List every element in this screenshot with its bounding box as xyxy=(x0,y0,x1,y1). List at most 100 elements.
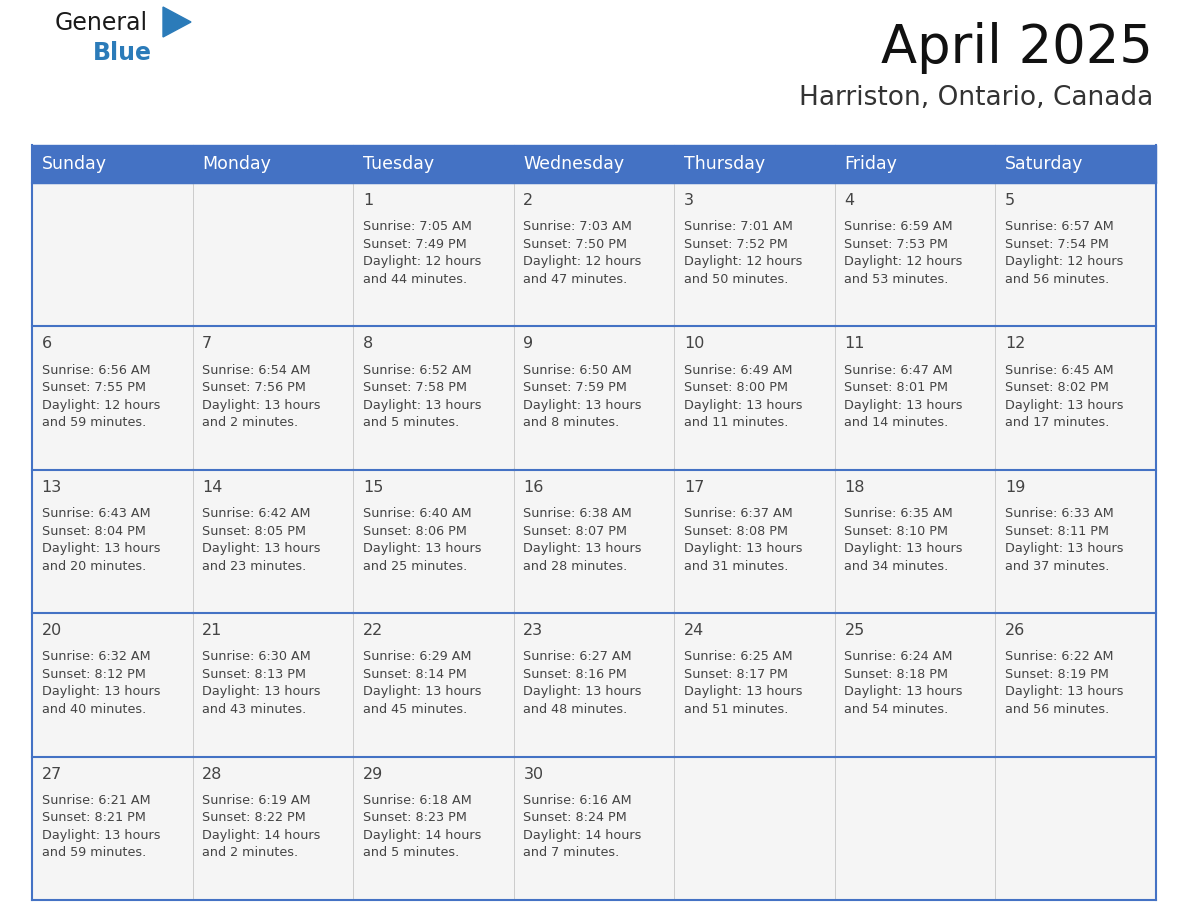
Bar xyxy=(513,183,675,327)
Text: Sunrise: 6:52 AM
Sunset: 7:58 PM
Daylight: 13 hours
and 5 minutes.: Sunrise: 6:52 AM Sunset: 7:58 PM Dayligh… xyxy=(362,364,481,430)
Bar xyxy=(513,756,675,900)
Text: 10: 10 xyxy=(684,336,704,352)
Text: 27: 27 xyxy=(42,767,62,781)
Text: Sunrise: 6:30 AM
Sunset: 8:13 PM
Daylight: 13 hours
and 43 minutes.: Sunrise: 6:30 AM Sunset: 8:13 PM Dayligh… xyxy=(202,651,321,716)
Text: 17: 17 xyxy=(684,480,704,495)
Bar xyxy=(996,756,1156,900)
Bar xyxy=(353,470,513,613)
Text: Sunrise: 6:57 AM
Sunset: 7:54 PM
Daylight: 12 hours
and 56 minutes.: Sunrise: 6:57 AM Sunset: 7:54 PM Dayligh… xyxy=(1005,220,1124,285)
Bar xyxy=(835,327,996,470)
Text: Sunrise: 6:47 AM
Sunset: 8:01 PM
Daylight: 13 hours
and 14 minutes.: Sunrise: 6:47 AM Sunset: 8:01 PM Dayligh… xyxy=(845,364,963,430)
Bar xyxy=(32,613,192,756)
Text: 16: 16 xyxy=(524,480,544,495)
Bar xyxy=(353,145,513,183)
Text: 1: 1 xyxy=(362,193,373,208)
Text: Sunrise: 6:56 AM
Sunset: 7:55 PM
Daylight: 12 hours
and 59 minutes.: Sunrise: 6:56 AM Sunset: 7:55 PM Dayligh… xyxy=(42,364,160,430)
Bar xyxy=(32,145,192,183)
Text: Sunrise: 7:03 AM
Sunset: 7:50 PM
Daylight: 12 hours
and 47 minutes.: Sunrise: 7:03 AM Sunset: 7:50 PM Dayligh… xyxy=(524,220,642,285)
Bar xyxy=(192,145,353,183)
Bar xyxy=(192,327,353,470)
Text: Monday: Monday xyxy=(202,155,271,173)
Text: Sunrise: 6:18 AM
Sunset: 8:23 PM
Daylight: 14 hours
and 5 minutes.: Sunrise: 6:18 AM Sunset: 8:23 PM Dayligh… xyxy=(362,794,481,859)
Bar xyxy=(32,470,192,613)
Polygon shape xyxy=(163,7,191,37)
Bar xyxy=(32,327,192,470)
Text: 4: 4 xyxy=(845,193,854,208)
Bar xyxy=(835,756,996,900)
Text: 26: 26 xyxy=(1005,623,1025,638)
Text: Sunrise: 6:16 AM
Sunset: 8:24 PM
Daylight: 14 hours
and 7 minutes.: Sunrise: 6:16 AM Sunset: 8:24 PM Dayligh… xyxy=(524,794,642,859)
Bar xyxy=(513,327,675,470)
Text: Thursday: Thursday xyxy=(684,155,765,173)
Text: 15: 15 xyxy=(362,480,384,495)
Text: 21: 21 xyxy=(202,623,222,638)
Bar xyxy=(996,470,1156,613)
Bar xyxy=(353,613,513,756)
Text: 12: 12 xyxy=(1005,336,1025,352)
Text: 2: 2 xyxy=(524,193,533,208)
Text: Harriston, Ontario, Canada: Harriston, Ontario, Canada xyxy=(798,85,1154,111)
Text: 23: 23 xyxy=(524,623,543,638)
Text: Sunrise: 6:43 AM
Sunset: 8:04 PM
Daylight: 13 hours
and 20 minutes.: Sunrise: 6:43 AM Sunset: 8:04 PM Dayligh… xyxy=(42,507,160,573)
Text: 8: 8 xyxy=(362,336,373,352)
Bar xyxy=(835,183,996,327)
Text: Sunrise: 7:05 AM
Sunset: 7:49 PM
Daylight: 12 hours
and 44 minutes.: Sunrise: 7:05 AM Sunset: 7:49 PM Dayligh… xyxy=(362,220,481,285)
Text: Sunrise: 6:25 AM
Sunset: 8:17 PM
Daylight: 13 hours
and 51 minutes.: Sunrise: 6:25 AM Sunset: 8:17 PM Dayligh… xyxy=(684,651,802,716)
Text: Sunrise: 6:24 AM
Sunset: 8:18 PM
Daylight: 13 hours
and 54 minutes.: Sunrise: 6:24 AM Sunset: 8:18 PM Dayligh… xyxy=(845,651,963,716)
Text: Blue: Blue xyxy=(93,41,152,65)
Text: Sunday: Sunday xyxy=(42,155,107,173)
Bar xyxy=(192,183,353,327)
Bar xyxy=(675,613,835,756)
Text: 7: 7 xyxy=(202,336,213,352)
Bar xyxy=(996,183,1156,327)
Bar xyxy=(675,470,835,613)
Text: Sunrise: 7:01 AM
Sunset: 7:52 PM
Daylight: 12 hours
and 50 minutes.: Sunrise: 7:01 AM Sunset: 7:52 PM Dayligh… xyxy=(684,220,802,285)
Bar xyxy=(32,183,192,327)
Text: 5: 5 xyxy=(1005,193,1016,208)
Text: Sunrise: 6:54 AM
Sunset: 7:56 PM
Daylight: 13 hours
and 2 minutes.: Sunrise: 6:54 AM Sunset: 7:56 PM Dayligh… xyxy=(202,364,321,430)
Bar xyxy=(513,613,675,756)
Bar xyxy=(192,756,353,900)
Text: Sunrise: 6:37 AM
Sunset: 8:08 PM
Daylight: 13 hours
and 31 minutes.: Sunrise: 6:37 AM Sunset: 8:08 PM Dayligh… xyxy=(684,507,802,573)
Text: Sunrise: 6:21 AM
Sunset: 8:21 PM
Daylight: 13 hours
and 59 minutes.: Sunrise: 6:21 AM Sunset: 8:21 PM Dayligh… xyxy=(42,794,160,859)
Text: Sunrise: 6:22 AM
Sunset: 8:19 PM
Daylight: 13 hours
and 56 minutes.: Sunrise: 6:22 AM Sunset: 8:19 PM Dayligh… xyxy=(1005,651,1124,716)
Bar xyxy=(513,470,675,613)
Bar xyxy=(513,145,675,183)
Text: 28: 28 xyxy=(202,767,222,781)
Text: Sunrise: 6:59 AM
Sunset: 7:53 PM
Daylight: 12 hours
and 53 minutes.: Sunrise: 6:59 AM Sunset: 7:53 PM Dayligh… xyxy=(845,220,962,285)
Bar xyxy=(353,756,513,900)
Text: Sunrise: 6:27 AM
Sunset: 8:16 PM
Daylight: 13 hours
and 48 minutes.: Sunrise: 6:27 AM Sunset: 8:16 PM Dayligh… xyxy=(524,651,642,716)
Text: 6: 6 xyxy=(42,336,52,352)
Bar xyxy=(192,470,353,613)
Bar xyxy=(675,145,835,183)
Text: Sunrise: 6:42 AM
Sunset: 8:05 PM
Daylight: 13 hours
and 23 minutes.: Sunrise: 6:42 AM Sunset: 8:05 PM Dayligh… xyxy=(202,507,321,573)
Text: 14: 14 xyxy=(202,480,222,495)
Text: 9: 9 xyxy=(524,336,533,352)
Text: Sunrise: 6:29 AM
Sunset: 8:14 PM
Daylight: 13 hours
and 45 minutes.: Sunrise: 6:29 AM Sunset: 8:14 PM Dayligh… xyxy=(362,651,481,716)
Text: 19: 19 xyxy=(1005,480,1025,495)
Text: Tuesday: Tuesday xyxy=(362,155,434,173)
Text: 30: 30 xyxy=(524,767,543,781)
Text: 18: 18 xyxy=(845,480,865,495)
Text: Sunrise: 6:32 AM
Sunset: 8:12 PM
Daylight: 13 hours
and 40 minutes.: Sunrise: 6:32 AM Sunset: 8:12 PM Dayligh… xyxy=(42,651,160,716)
Bar xyxy=(996,327,1156,470)
Bar xyxy=(192,613,353,756)
Text: 13: 13 xyxy=(42,480,62,495)
Text: Friday: Friday xyxy=(845,155,897,173)
Text: 20: 20 xyxy=(42,623,62,638)
Bar xyxy=(353,327,513,470)
Text: April 2025: April 2025 xyxy=(881,22,1154,74)
Text: 29: 29 xyxy=(362,767,383,781)
Text: Saturday: Saturday xyxy=(1005,155,1083,173)
Text: 24: 24 xyxy=(684,623,704,638)
Text: Sunrise: 6:19 AM
Sunset: 8:22 PM
Daylight: 14 hours
and 2 minutes.: Sunrise: 6:19 AM Sunset: 8:22 PM Dayligh… xyxy=(202,794,321,859)
Text: 22: 22 xyxy=(362,623,383,638)
Bar xyxy=(996,613,1156,756)
Text: 25: 25 xyxy=(845,623,865,638)
Text: Sunrise: 6:33 AM
Sunset: 8:11 PM
Daylight: 13 hours
and 37 minutes.: Sunrise: 6:33 AM Sunset: 8:11 PM Dayligh… xyxy=(1005,507,1124,573)
Bar xyxy=(835,613,996,756)
Text: Wednesday: Wednesday xyxy=(524,155,625,173)
Bar xyxy=(353,183,513,327)
Text: Sunrise: 6:35 AM
Sunset: 8:10 PM
Daylight: 13 hours
and 34 minutes.: Sunrise: 6:35 AM Sunset: 8:10 PM Dayligh… xyxy=(845,507,963,573)
Text: Sunrise: 6:50 AM
Sunset: 7:59 PM
Daylight: 13 hours
and 8 minutes.: Sunrise: 6:50 AM Sunset: 7:59 PM Dayligh… xyxy=(524,364,642,430)
